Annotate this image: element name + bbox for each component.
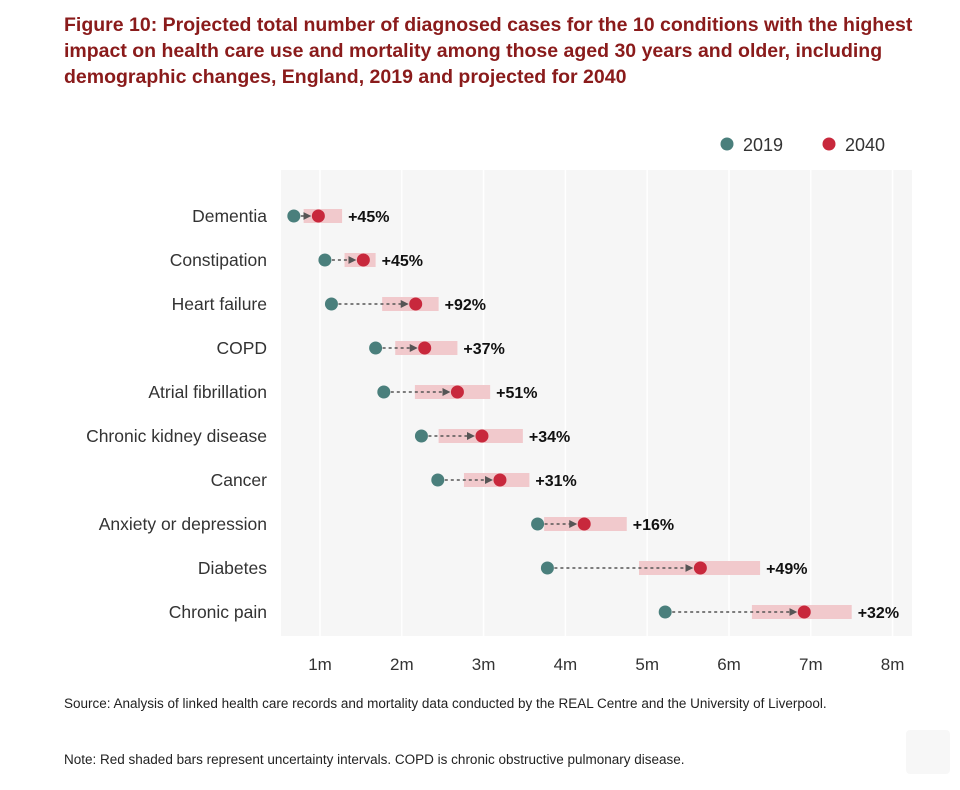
- chart-row: Dementia +45%: [192, 206, 389, 226]
- x-tick-label: 1m: [308, 655, 332, 674]
- percent-change-label: +45%: [382, 253, 423, 270]
- point-2019: [324, 297, 338, 311]
- chart-row: Chronic pain +32%: [169, 602, 899, 622]
- percent-change-label: +16%: [633, 517, 674, 534]
- point-2040: [409, 297, 423, 311]
- x-tick-label: 4m: [554, 655, 578, 674]
- dumbbell-chart: 2019 2040 Dementia +45% Constipation +45% Hea…: [86, 135, 912, 674]
- category-label: Atrial fibrillation: [148, 382, 267, 402]
- watermark-icon: [906, 730, 950, 774]
- chart-row: Heart failure +92%: [172, 294, 486, 314]
- point-2019: [531, 517, 545, 531]
- percent-change-label: +32%: [858, 605, 899, 622]
- category-label: Heart failure: [172, 294, 267, 314]
- point-2040: [311, 209, 325, 223]
- point-2040: [693, 561, 707, 575]
- point-2040: [450, 385, 464, 399]
- x-tick-label: 6m: [717, 655, 741, 674]
- source-note: Source: Analysis of linked health care r…: [64, 696, 827, 711]
- chart-row: Diabetes +49%: [198, 558, 808, 578]
- percent-change-label: +34%: [529, 429, 570, 446]
- legend-marker: [720, 137, 734, 151]
- legend-marker: [822, 137, 836, 151]
- percent-change-label: +37%: [463, 341, 504, 358]
- figure-title: Figure 10: Projected total number of dia…: [64, 14, 913, 88]
- point-2040: [797, 605, 811, 619]
- category-label: Diabetes: [198, 558, 267, 578]
- point-2019: [414, 429, 428, 443]
- percent-change-label: +45%: [348, 209, 389, 226]
- plot-area: [281, 170, 912, 636]
- chart-row: Anxiety or depression +16%: [99, 514, 674, 534]
- point-2040: [356, 253, 370, 267]
- point-2019: [431, 473, 445, 487]
- percent-change-label: +51%: [496, 385, 537, 402]
- category-label: Constipation: [170, 250, 267, 270]
- category-label: Chronic kidney disease: [86, 426, 267, 446]
- gridlines: [319, 170, 894, 636]
- chart-row: Atrial fibrillation +51%: [148, 382, 537, 402]
- x-tick-label: 7m: [799, 655, 823, 674]
- percent-change-label: +92%: [445, 297, 486, 314]
- category-label: COPD: [216, 338, 267, 358]
- percent-change-label: +49%: [766, 561, 807, 578]
- point-2019: [658, 605, 672, 619]
- point-2019: [377, 385, 391, 399]
- point-2040: [577, 517, 591, 531]
- x-axis: 1m 2m 3m 4m 5m 6m 7m 8m: [308, 655, 904, 674]
- x-tick-label: 5m: [635, 655, 659, 674]
- legend-label: 2019: [743, 135, 783, 155]
- legend-label: 2040: [845, 135, 885, 155]
- chart-row: Constipation +45%: [170, 250, 423, 270]
- point-2019: [540, 561, 554, 575]
- x-tick-label: 8m: [881, 655, 905, 674]
- data-rows: Dementia +45% Constipation +45% Heart failur…: [86, 206, 899, 622]
- category-label: Dementia: [192, 206, 267, 226]
- chart-legend: 2019 2040: [720, 135, 885, 155]
- chart-row: Chronic kidney disease +34%: [86, 426, 570, 446]
- category-label: Chronic pain: [169, 602, 267, 622]
- x-tick-label: 3m: [472, 655, 496, 674]
- chart-row: Cancer +31%: [211, 470, 577, 490]
- footnote: Note: Red shaded bars represent uncertai…: [64, 752, 685, 767]
- point-2040: [493, 473, 507, 487]
- category-label: Anxiety or depression: [99, 514, 267, 534]
- chart-row: COPD +37%: [216, 338, 504, 358]
- point-2040: [418, 341, 432, 355]
- x-tick-label: 2m: [390, 655, 414, 674]
- category-label: Cancer: [211, 470, 268, 490]
- point-2019: [287, 209, 301, 223]
- point-2019: [318, 253, 332, 267]
- percent-change-label: +31%: [535, 473, 576, 490]
- point-2040: [475, 429, 489, 443]
- point-2019: [369, 341, 383, 355]
